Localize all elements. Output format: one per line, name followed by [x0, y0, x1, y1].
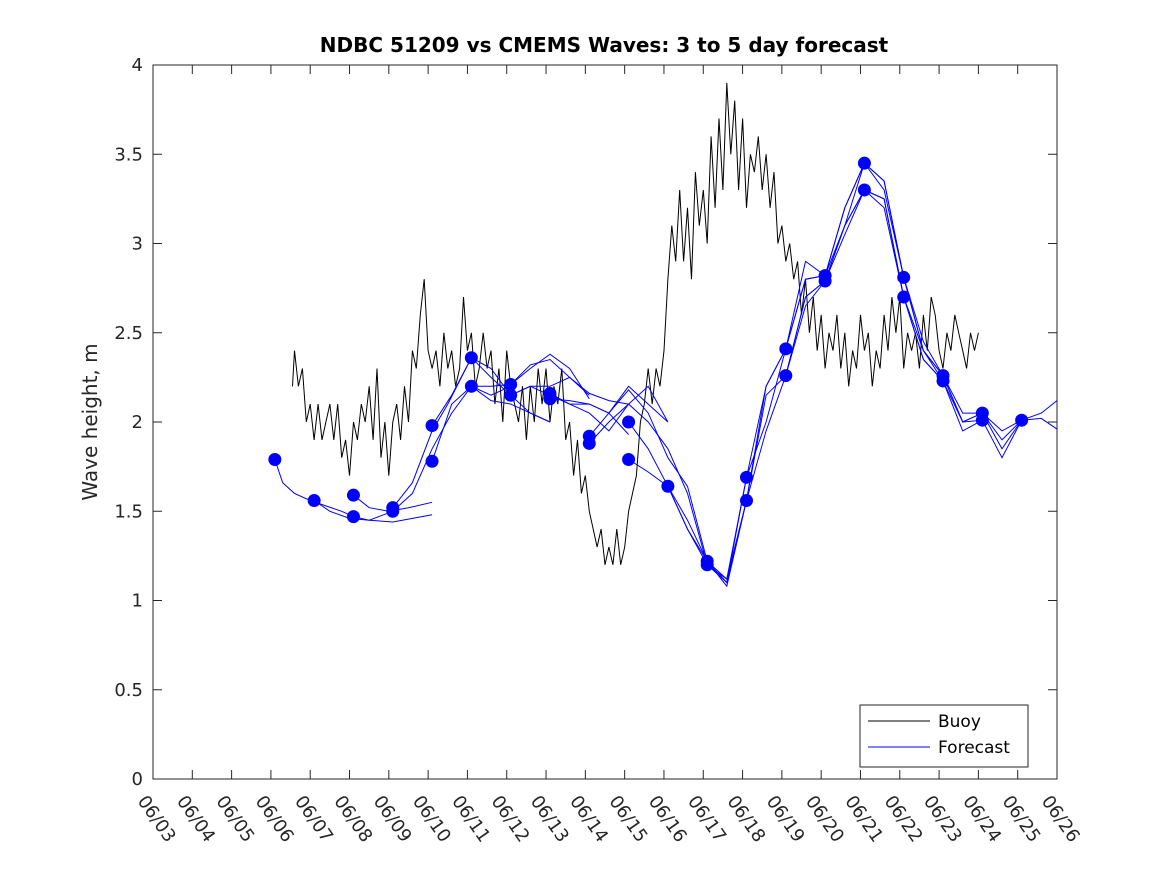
forecast-series: [274, 162, 1058, 588]
x-tick-label: 06/04: [172, 792, 219, 847]
forecast-line-12: [549, 385, 669, 432]
x-tick-label: 06/08: [329, 792, 376, 847]
plot-area: [152, 64, 1058, 780]
forecast-line-8: [471, 353, 590, 400]
forecast-marker: [897, 270, 911, 284]
forecast-marker: [700, 558, 714, 572]
x-tick-label: 06/13: [526, 792, 573, 847]
forecast-marker: [739, 470, 753, 484]
forecast-marker: [779, 369, 793, 383]
legend: Buoy Forecast: [859, 704, 1029, 768]
forecast-line-20: [706, 280, 826, 580]
forecast-markers: [268, 156, 1029, 572]
forecast-line-19: [706, 260, 826, 584]
forecast-marker: [464, 351, 478, 365]
forecast-line-7: [431, 357, 551, 426]
x-tick-label: 06/07: [290, 792, 337, 847]
chart-title: NDBC 51209 vs CMEMS Waves: 3 to 5 day fo…: [320, 33, 889, 57]
legend-box: [859, 704, 1029, 768]
x-tick-label: 06/25: [998, 792, 1045, 847]
forecast-marker: [543, 392, 557, 406]
forecast-marker: [268, 452, 282, 466]
forecast-line-10: [510, 358, 629, 405]
forecast-marker: [504, 378, 518, 392]
forecast-marker: [582, 436, 596, 450]
forecast-line-3: [353, 514, 433, 523]
forecast-marker: [936, 374, 950, 388]
x-tick-label: 06/22: [880, 792, 927, 847]
y-tick-label: 3.5: [114, 144, 143, 165]
x-tick-label: 06/23: [919, 792, 966, 847]
x-tick-label: 06/16: [644, 792, 691, 847]
axis-ticks: [152, 64, 1058, 780]
forecast-marker: [425, 454, 439, 468]
forecast-line-14: [588, 389, 708, 562]
x-tick-label: 06/12: [487, 792, 534, 847]
forecast-line-15: [588, 403, 708, 565]
plot-frame: [152, 64, 1058, 780]
y-tick-label: 2.5: [114, 323, 143, 344]
y-tick-labels: 0 0.5 1 1.5 2 2.5 3 3.5 4: [114, 55, 143, 790]
forecast-marker: [464, 379, 478, 393]
forecast-marker: [857, 156, 871, 170]
forecast-marker: [818, 274, 832, 288]
x-tick-label: 06/15: [605, 792, 652, 847]
forecast-marker: [622, 415, 636, 429]
y-tick-label: 0.5: [114, 680, 143, 701]
x-tick-label: 06/10: [408, 792, 455, 847]
forecast-line-31: [942, 375, 1058, 441]
x-tick-label: 06/18: [722, 792, 769, 847]
x-tick-label: 06/09: [369, 792, 416, 847]
y-tick-label: 1.5: [114, 501, 143, 522]
forecast-marker: [779, 342, 793, 356]
forecast-marker: [504, 388, 518, 402]
forecast-marker: [975, 413, 989, 427]
legend-buoy-label: Buoy: [938, 712, 981, 732]
forecast-line-30: [903, 296, 1023, 459]
y-tick-label: 2: [132, 412, 143, 433]
x-tick-label: 06/19: [762, 792, 809, 847]
y-axis-label: Wave height, m: [78, 343, 102, 500]
forecast-marker: [346, 510, 360, 524]
y-tick-label: 1: [132, 591, 143, 612]
x-tick-label: 06/21: [840, 792, 887, 847]
forecast-marker: [897, 290, 911, 304]
forecast-marker: [346, 488, 360, 502]
forecast-marker: [622, 452, 636, 466]
buoy-line: [292, 82, 979, 565]
forecast-marker: [425, 419, 439, 433]
legend-forecast-label: Forecast: [938, 738, 1010, 758]
x-tick-labels: 06/0306/0406/0506/0606/0706/0806/0906/10…: [133, 792, 1084, 847]
x-tick-label: 06/05: [212, 792, 259, 847]
x-tick-label: 06/06: [251, 792, 298, 847]
x-tick-label: 06/26: [1037, 792, 1084, 847]
x-tick-label: 06/24: [958, 792, 1005, 847]
y-tick-label: 4: [132, 55, 143, 76]
x-tick-label: 06/11: [447, 792, 494, 847]
forecast-marker: [386, 504, 400, 518]
buoy-series: [292, 82, 979, 565]
forecast-marker: [307, 494, 321, 508]
forecast-marker: [661, 479, 675, 493]
x-tick-label: 06/17: [683, 792, 730, 847]
forecast-line-5: [392, 385, 511, 512]
y-tick-label: 0: [132, 769, 143, 790]
forecast-marker: [1015, 413, 1029, 427]
y-tick-label: 3: [132, 234, 143, 255]
x-tick-label: 06/20: [801, 792, 848, 847]
x-tick-label: 06/14: [565, 792, 612, 847]
forecast-marker: [857, 183, 871, 197]
x-tick-label: 06/03: [133, 792, 180, 847]
forecast-marker: [739, 494, 753, 508]
